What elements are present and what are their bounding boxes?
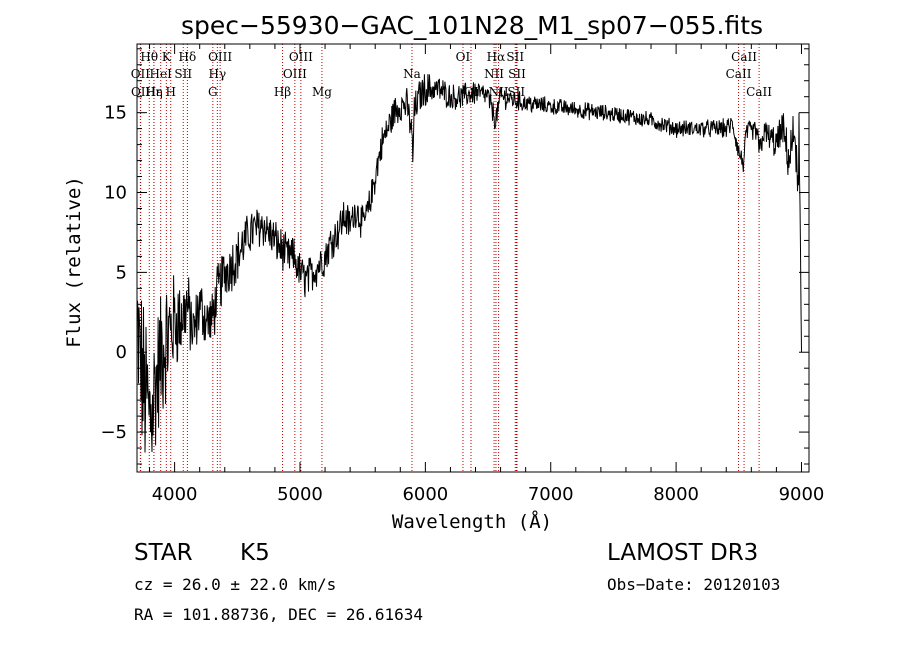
spectral-line-label: Hγ bbox=[209, 67, 227, 81]
redshift-cz: cz = 26.0 ± 22.0 km/s bbox=[134, 575, 336, 594]
spectral-line-label: NII bbox=[484, 67, 504, 81]
spectral-line-label: SII bbox=[507, 85, 525, 99]
x-tick-label: 5000 bbox=[277, 484, 323, 505]
spectral-line-label: Hε bbox=[146, 85, 163, 99]
spectral-line-label: Mg bbox=[312, 85, 332, 99]
y-axis-label: Flux (relative) bbox=[63, 176, 85, 348]
spectral-line-label: OII bbox=[131, 85, 151, 99]
y-axis-ticks: −5 0 5 10 15 bbox=[100, 48, 809, 465]
y-tick-label: 0 bbox=[116, 342, 127, 363]
plot-frame bbox=[136, 43, 810, 473]
y-tick-label: 15 bbox=[104, 103, 127, 124]
survey-name: LAMOST DR3 bbox=[607, 540, 758, 566]
chart-title: spec−55930−GAC_101N28_M1_sp07−055.fits bbox=[181, 11, 763, 40]
spectral-line-label: OII bbox=[131, 67, 151, 81]
spectral-line-label: Hθ bbox=[140, 50, 158, 64]
x-tick-label: 9000 bbox=[779, 484, 825, 505]
spectral-line-label: Hβ bbox=[274, 85, 291, 99]
x-axis-label: Wavelength (Å) bbox=[392, 510, 552, 533]
spectral-line-label: SII bbox=[174, 67, 192, 81]
object-class: STAR bbox=[134, 540, 193, 566]
object-subclass: K5 bbox=[240, 540, 270, 566]
x-tick-label: 7000 bbox=[528, 484, 574, 505]
y-tick-label: 10 bbox=[104, 183, 127, 204]
spectral-line-label: G bbox=[208, 85, 218, 99]
spectral-line-label: Hδ bbox=[179, 50, 197, 64]
spectral-line-label: CaII bbox=[731, 50, 757, 64]
observation-date: Obs−Date: 20120103 bbox=[607, 575, 780, 594]
y-tick-label: −5 bbox=[100, 422, 127, 443]
spectral-line-label: SII bbox=[506, 50, 524, 64]
spectral-line-label: OIII bbox=[208, 50, 232, 64]
spectral-line-label: Hη bbox=[145, 85, 163, 99]
spectral-line-label: Na bbox=[403, 67, 421, 81]
y-tick-label: 5 bbox=[116, 262, 127, 283]
spectral-line-label: NII bbox=[489, 85, 509, 99]
x-tick-label: 6000 bbox=[402, 484, 448, 505]
flux-series-line bbox=[136, 74, 802, 453]
coordinates: RA = 101.88736, DEC = 26.61634 bbox=[134, 605, 423, 624]
spectral-line-label: OIII bbox=[283, 67, 307, 81]
spectral-line-label: OIII bbox=[289, 50, 313, 64]
spectral-line-label: CaII bbox=[746, 85, 772, 99]
spectral-line-label: SII bbox=[508, 67, 526, 81]
x-tick-label: 4000 bbox=[152, 484, 198, 505]
spectral-line-label: H bbox=[165, 85, 175, 99]
spectral-line-label: HeI bbox=[150, 67, 173, 81]
spectral-line-label: Hα bbox=[487, 50, 506, 64]
x-axis-ticks: 4000 5000 6000 7000 8000 9000 bbox=[149, 44, 825, 505]
x-tick-label: 8000 bbox=[653, 484, 699, 505]
spectral-line-label: K bbox=[162, 50, 172, 64]
spectral-line-label: CaII bbox=[726, 67, 752, 81]
spectral-line-label: OI bbox=[456, 50, 471, 64]
